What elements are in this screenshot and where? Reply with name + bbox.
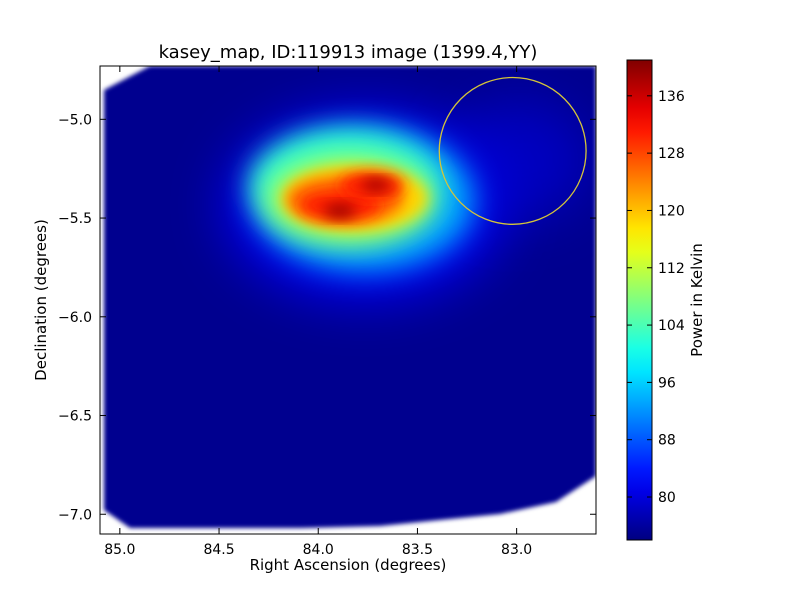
colorbar-tick-label: 128 [658, 146, 685, 162]
colorbar-gradient [626, 59, 653, 541]
x-tick-label: 84.0 [303, 542, 334, 558]
source-marker-circle [438, 76, 587, 225]
colorbar-ticks: 80 88 96 104 112 120 128 136 [627, 89, 685, 506]
plot-frame [99, 65, 597, 535]
colorbar-tick-label: 88 [658, 433, 676, 449]
x-tick-label: 83.5 [402, 542, 433, 558]
chart-title: kasey_map, ID:119913 image (1399.4,YY) [159, 42, 538, 63]
axes: 85.0 84.5 84.0 83.5 83.0 −5.0 −5.5 −6.0 −6.5 −7.0 [58, 66, 596, 558]
x-tick-label: 85.0 [104, 542, 135, 558]
y-tick-label: −6.0 [58, 310, 92, 326]
colorbar-tick-label: 120 [658, 203, 685, 219]
y-tick-label: −6.5 [58, 409, 92, 425]
colorbar-tick-label: 80 [658, 490, 676, 506]
x-tick-label: 83.0 [501, 542, 532, 558]
heatmap-area [104, 66, 596, 528]
emission-blobs [225, 100, 590, 300]
y-tick-label: −5.5 [58, 211, 92, 227]
colorbar: 80 88 96 104 112 120 128 136 Power in Kelvin [626, 59, 706, 541]
y-tick-label: −7.0 [58, 507, 92, 523]
colorbar-tick-label: 112 [658, 261, 685, 277]
y-axis-label: Declination (degrees) [32, 219, 50, 381]
colorbar-tick-label: 104 [658, 318, 685, 334]
colorbar-label: Power in Kelvin [688, 243, 706, 357]
colorbar-tick-label: 96 [658, 375, 676, 391]
colorbar-tick-label: 136 [658, 89, 685, 105]
y-tick-label: −5.0 [58, 112, 92, 128]
x-axis-label: Right Ascension (degrees) [250, 556, 447, 574]
x-tick-label: 84.5 [203, 542, 234, 558]
